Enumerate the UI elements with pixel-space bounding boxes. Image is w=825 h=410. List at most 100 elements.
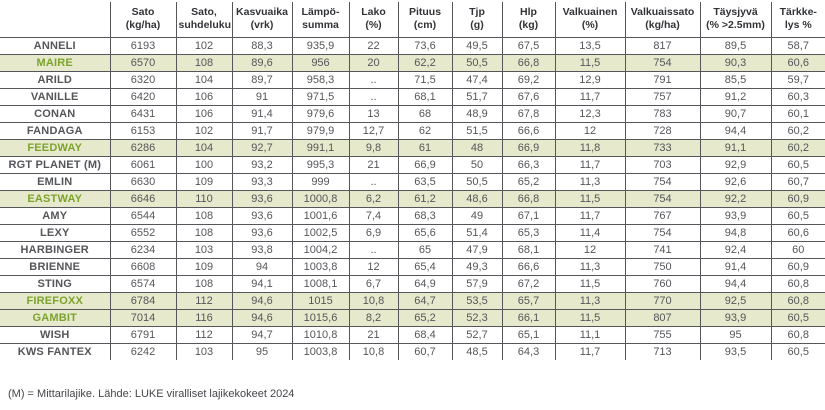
table-cell: 60,5 (787, 158, 809, 171)
table-cell: 92,9 (700, 156, 772, 173)
table-cell: 979,6 (292, 105, 350, 122)
table-cell: 1003,8 (292, 343, 350, 360)
table-cell: 1000,8 (292, 190, 350, 207)
table-cell: 757 (625, 88, 701, 105)
table-cell: 783 (625, 105, 701, 122)
table-cell: 103 (176, 343, 233, 360)
table-cell: 11,3 (555, 173, 626, 190)
table-cell: 89,5 (700, 37, 772, 54)
variety-name: FIREFOXX (0, 292, 111, 309)
table-cell: 66,8 (502, 54, 556, 71)
table-cell: 65,2 (398, 309, 453, 326)
table-cell: 1015,6 (292, 309, 350, 326)
column-header: Täysjyvä (% >2.5mm) (700, 2, 772, 38)
table-cell: 6,2 (349, 190, 399, 207)
column-header: Kasvuaika (vrk) (232, 2, 293, 38)
column-header: Lako (%) (349, 2, 399, 38)
table-cell: 92,4 (700, 241, 772, 258)
variety-name: LEXY (0, 224, 111, 241)
table-cell: 67,5 (502, 37, 556, 54)
table-cell: 13,5 (555, 37, 626, 54)
table-cell: 94,7 (232, 326, 293, 343)
table-cell: 95 (700, 326, 772, 343)
table-cell: 728 (625, 122, 701, 139)
table-cell: 60,7 (787, 175, 809, 188)
table-cell: 65,7 (502, 292, 556, 309)
table-cell: 109 (176, 173, 233, 190)
variety-trial-table: Sato (kg/ha) Sato, suhdeluku Kasvuaika (vr… (0, 2, 825, 360)
table-cell: 50,5 (452, 173, 503, 190)
table-cell: 53,5 (452, 292, 503, 309)
table-cell: 791 (625, 71, 701, 88)
table-cell: 12,9 (555, 71, 626, 88)
variety-column-header (0, 2, 111, 38)
table-row: FANDAGA 6153 102 91,7 979,9 12,7 62 51,5 66,6 12 7… (0, 122, 825, 139)
table-cell: 12 (555, 122, 626, 139)
table-cell: 50,5 (452, 54, 503, 71)
table-cell: 12,7 (349, 122, 399, 139)
table-cell: 7014 (110, 309, 177, 326)
table-cell: 65,1 (502, 326, 556, 343)
table-cell: 92,5 (700, 292, 772, 309)
table-cell: 108 (176, 207, 233, 224)
variety-name: VANILLE (0, 88, 111, 105)
variety-name: RGT PLANET (M) (0, 156, 111, 173)
table-cell: 91,2 (700, 88, 772, 105)
table-cell: 6570 (110, 54, 177, 71)
table-cell: 6552 (110, 224, 177, 241)
column-header: Pituus (cm) (398, 2, 453, 38)
table-cell: 66,3 (502, 156, 556, 173)
variety-name: GAMBIT (0, 309, 111, 326)
table-cell: 116 (176, 309, 233, 326)
table-cell: 59,7 (787, 73, 809, 86)
table-cell: 58,7 (787, 39, 809, 52)
table-cell: 995,3 (292, 156, 350, 173)
table-cell: 13 (349, 105, 399, 122)
table-row: VANILLE 6420 106 91 971,5.. 68,1 51,7 67,6 11,7 7… (0, 88, 825, 105)
variety-name: CONAN (0, 105, 111, 122)
table-cell: 91,7 (232, 122, 293, 139)
header-row: Sato (kg/ha) Sato, suhdeluku Kasvuaika (vr… (0, 2, 825, 38)
table-cell: 93,9 (700, 309, 772, 326)
table-cell: 92,2 (700, 190, 772, 207)
table-cell: 11,7 (555, 88, 626, 105)
table-cell: 88,3 (232, 37, 293, 54)
table-cell: 109 (176, 258, 233, 275)
table-cell: 100 (176, 156, 233, 173)
table-cell: 47,9 (452, 241, 503, 258)
table-cell: 1003,8 (292, 258, 350, 275)
table-row: LEXY 6552 108 93,6 1002,5 6,9 65,6 51,4 65,3 11,4… (0, 224, 825, 241)
table-cell: 1001,6 (292, 207, 350, 224)
table-cell: 68,3 (398, 207, 453, 224)
table-cell: 66,9 (502, 139, 556, 156)
table-cell: 11,5 (555, 190, 626, 207)
table-cell: 6544 (110, 207, 177, 224)
table-cell: 21 (349, 326, 399, 343)
table-row: GAMBIT 7014 116 94,6 1015,6 8,2 65,2 52,3 66,1 11… (0, 309, 825, 326)
table-row: RGT PLANET (M) 6061 100 93,2 995,3 21 66,9 50 66… (0, 156, 825, 173)
table-cell: 63,5 (398, 173, 453, 190)
table-cell: 1002,5 (292, 224, 350, 241)
table-cell: 60,3 (787, 90, 809, 103)
table-cell: 60 (792, 243, 805, 256)
table-cell: 60,8 (787, 277, 809, 290)
table-row: AMY 6544 108 93,6 1001,6 7,4 68,3 49 67,1 11,7 767… (0, 207, 825, 224)
table-cell: 102 (176, 37, 233, 54)
table-cell: 6784 (110, 292, 177, 309)
table-cell: 47,4 (452, 71, 503, 88)
variety-name: FEEDWAY (0, 139, 111, 156)
table-cell: 93,8 (232, 241, 293, 258)
table-row: KWS FANTEX 6242 103 95 1003,8 10,8 60,7 48,5 64,… (0, 343, 825, 360)
table-cell: .. (349, 241, 399, 258)
table-cell: 11,4 (555, 224, 626, 241)
table-cell: 60,9 (787, 260, 809, 273)
table-cell: 935,9 (292, 37, 350, 54)
table-cell: 50 (452, 156, 503, 173)
column-header: Sato (kg/ha) (110, 2, 177, 38)
variety-name: MAIRE (0, 54, 111, 71)
table-cell: 94,1 (232, 275, 293, 292)
column-header: Lämpö- summa (292, 2, 350, 38)
table-cell: 62 (398, 122, 453, 139)
table-cell: 64,7 (398, 292, 453, 309)
table-cell: 60,5 (771, 309, 825, 326)
